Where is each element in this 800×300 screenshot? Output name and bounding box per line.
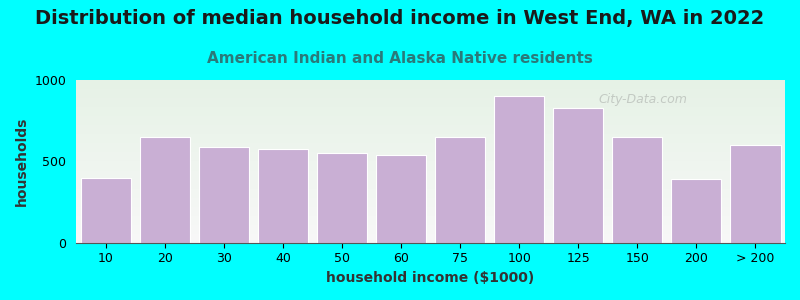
Bar: [81, 178, 130, 243]
Y-axis label: households: households: [15, 117, 29, 206]
Text: Distribution of median household income in West End, WA in 2022: Distribution of median household income …: [35, 9, 765, 28]
Bar: [376, 155, 426, 243]
Bar: [198, 147, 249, 243]
Bar: [494, 96, 544, 243]
Bar: [553, 108, 603, 243]
Bar: [612, 137, 662, 243]
Bar: [258, 149, 308, 243]
Bar: [140, 137, 190, 243]
Bar: [317, 153, 367, 243]
Bar: [435, 137, 486, 243]
Text: City-Data.com: City-Data.com: [598, 93, 688, 106]
X-axis label: household income ($1000): household income ($1000): [326, 271, 534, 285]
Text: American Indian and Alaska Native residents: American Indian and Alaska Native reside…: [207, 51, 593, 66]
Bar: [730, 145, 781, 243]
Bar: [671, 179, 722, 243]
